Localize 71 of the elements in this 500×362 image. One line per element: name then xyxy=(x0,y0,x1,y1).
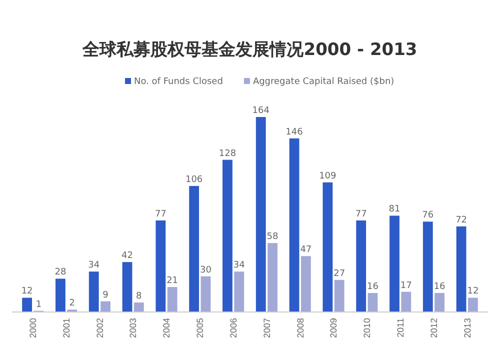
data-label: 81 xyxy=(388,204,400,215)
bar xyxy=(56,278,66,312)
bar xyxy=(122,262,132,312)
bar xyxy=(422,222,433,312)
x-tick-label: 2000 xyxy=(28,318,38,338)
bar xyxy=(156,220,166,312)
bar xyxy=(468,298,478,312)
bar xyxy=(134,302,144,312)
data-label: 106 xyxy=(185,174,203,185)
x-tick-label: 2011 xyxy=(395,318,406,338)
bar xyxy=(100,301,110,312)
data-label: 21 xyxy=(166,276,178,286)
x-tick-label: 2006 xyxy=(228,318,238,338)
data-label: 1 xyxy=(36,300,42,310)
data-label: 34 xyxy=(88,260,100,271)
bar xyxy=(234,272,244,312)
x-tick-label: 2002 xyxy=(94,318,105,338)
bar xyxy=(268,243,278,312)
legend-label: No. of Funds Closed xyxy=(134,77,223,87)
bar xyxy=(222,160,232,312)
data-label: 72 xyxy=(456,215,468,226)
data-label: 12 xyxy=(21,286,33,297)
data-label: 16 xyxy=(434,282,446,292)
data-label: 9 xyxy=(102,290,109,300)
chart-title: 全球私募股权母基金发展情况2000 - 2013 xyxy=(82,40,418,60)
bar xyxy=(167,287,178,312)
data-label: 16 xyxy=(367,282,379,292)
data-label: 128 xyxy=(218,148,236,159)
bar xyxy=(200,276,211,312)
bar xyxy=(456,226,466,312)
data-label: 30 xyxy=(200,265,212,276)
data-label: 42 xyxy=(122,251,133,262)
data-label: 2 xyxy=(69,298,75,309)
data-label: 17 xyxy=(400,280,412,291)
x-tick-label: 2009 xyxy=(328,318,339,338)
bar xyxy=(368,292,378,312)
x-tick-label: 2004 xyxy=(162,318,172,338)
data-label: 12 xyxy=(467,286,479,297)
bar xyxy=(334,280,344,312)
bar xyxy=(300,256,311,312)
data-label: 58 xyxy=(266,232,279,242)
bar xyxy=(356,220,366,312)
bar xyxy=(401,292,412,312)
x-tick-label: 2008 xyxy=(295,318,306,338)
data-label: 8 xyxy=(136,291,142,302)
bar xyxy=(189,186,200,312)
legend-label: Aggregate Capital Raised ($bn) xyxy=(252,77,394,87)
data-label: 77 xyxy=(154,209,166,220)
data-label: 164 xyxy=(252,106,270,116)
bar xyxy=(390,216,400,312)
bar xyxy=(256,117,266,312)
x-tick-label: 2012 xyxy=(428,318,439,338)
bar xyxy=(434,292,444,312)
x-tick-label: 2001 xyxy=(61,318,72,338)
data-label: 109 xyxy=(319,171,337,182)
bar xyxy=(22,298,32,312)
data-label: 34 xyxy=(233,260,246,271)
x-tick-label: 2005 xyxy=(195,318,206,338)
data-label: 47 xyxy=(300,245,312,256)
data-label: 27 xyxy=(334,268,346,279)
x-tick-label: 2013 xyxy=(462,318,472,338)
x-tick-label: 2010 xyxy=(362,318,372,338)
x-tick-label: 2007 xyxy=(262,318,272,338)
bar xyxy=(88,272,99,312)
x-tick-label: 2003 xyxy=(128,318,138,338)
bar xyxy=(289,138,300,312)
data-label: 76 xyxy=(422,210,434,221)
bar xyxy=(322,182,333,312)
data-label: 77 xyxy=(355,209,367,220)
data-label: 146 xyxy=(286,127,304,138)
data-label: 28 xyxy=(54,268,66,278)
